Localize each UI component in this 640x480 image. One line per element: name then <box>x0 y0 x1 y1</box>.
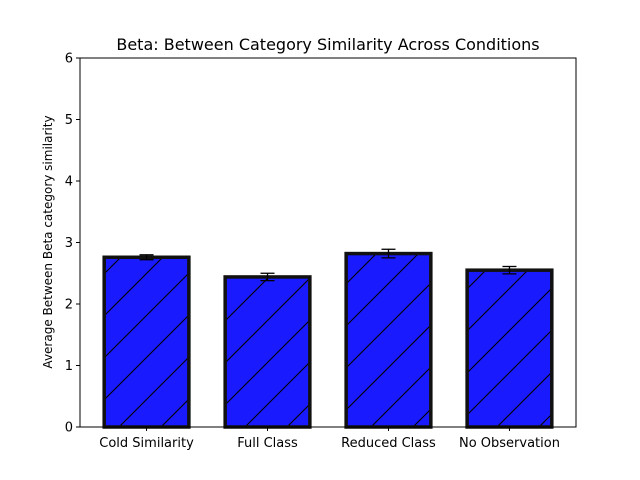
y-tick-label: 3 <box>65 236 73 251</box>
bar-hatch <box>467 270 552 427</box>
x-tick-label: Reduced Class <box>341 436 436 451</box>
chart-title: Beta: Between Category Similarity Across… <box>116 35 539 54</box>
y-tick-label: 1 <box>65 359 73 374</box>
y-axis-label: Average Between Beta category similarity <box>41 115 55 368</box>
bar-hatch <box>104 257 189 427</box>
x-tick-label: Full Class <box>237 436 298 451</box>
y-tick-label: 2 <box>65 298 73 313</box>
x-tick-label: Cold Similarity <box>99 436 194 451</box>
y-tick-label: 6 <box>65 52 73 67</box>
plot-frame <box>79 57 577 428</box>
x-tick-label: No Observation <box>459 436 560 451</box>
y-tick-label: 5 <box>65 113 73 128</box>
bar-hatch <box>346 253 431 427</box>
y-tick-label: 0 <box>65 421 73 436</box>
y-tick-label: 4 <box>65 175 73 190</box>
bar-hatch <box>225 276 310 427</box>
